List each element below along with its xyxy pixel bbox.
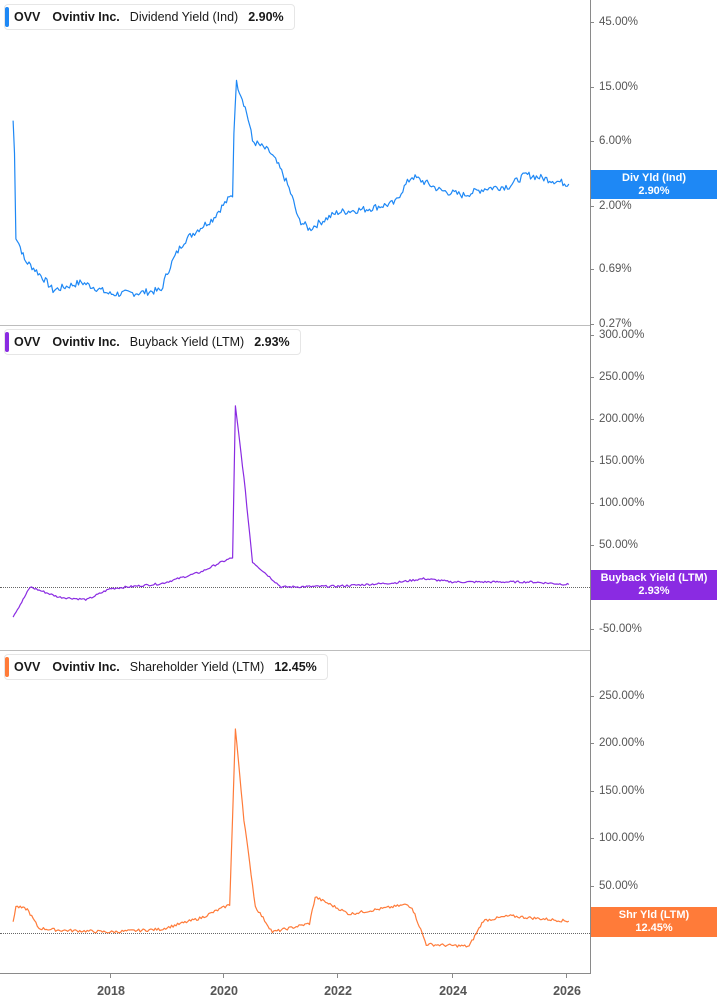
y-tick-label: 100.00% bbox=[599, 832, 645, 844]
series-color-marker bbox=[5, 7, 9, 27]
x-tick-label: 2018 bbox=[97, 984, 125, 998]
shareholder-yield-panel: OVV Ovintiv Inc. Shareholder Yield (LTM)… bbox=[0, 650, 590, 973]
y-tick-label: -50.00% bbox=[599, 623, 642, 635]
badge-value: 2.90% bbox=[638, 185, 670, 197]
buyback-yield-line bbox=[12, 405, 570, 618]
dividend-yield-legend[interactable]: OVV Ovintiv Inc. Dividend Yield (Ind) 2.… bbox=[4, 4, 295, 30]
y-tick-label: 200.00% bbox=[599, 413, 645, 425]
company-label: Ovintiv Inc. bbox=[52, 335, 120, 349]
current-value: 2.93% bbox=[254, 335, 290, 349]
series-color-marker bbox=[5, 657, 9, 677]
buyback-yield-value-badge: Buyback Yield (LTM) 2.93% bbox=[591, 570, 717, 600]
y-tick-label: 150.00% bbox=[599, 455, 645, 467]
y-tick-label: 0.69% bbox=[599, 263, 632, 275]
y-tick-label: 200.00% bbox=[599, 737, 645, 749]
buyback-yield-panel: OVV Ovintiv Inc. Buyback Yield (LTM) 2.9… bbox=[0, 325, 590, 650]
panel-divider-1 bbox=[0, 325, 590, 326]
series-color-marker bbox=[5, 332, 9, 352]
chart-plot-area bbox=[12, 79, 570, 948]
x-tick-label: 2020 bbox=[210, 984, 238, 998]
y-tick-label: 2.00% bbox=[599, 200, 632, 212]
y-tick-label: 50.00% bbox=[599, 539, 639, 551]
company-label: Ovintiv Inc. bbox=[52, 10, 120, 24]
current-value: 2.90% bbox=[248, 10, 284, 24]
y-tick-label: 150.00% bbox=[599, 785, 645, 797]
shareholder-yield-line bbox=[12, 728, 570, 948]
metric-label: Dividend Yield (Ind) bbox=[129, 10, 239, 24]
x-tick-label: 2024 bbox=[439, 984, 467, 998]
badge-label: Div Yld (Ind) bbox=[622, 172, 686, 184]
x-axis-line bbox=[0, 973, 591, 974]
y-tick-label: 250.00% bbox=[599, 371, 645, 383]
y-tick-label: 250.00% bbox=[599, 690, 645, 702]
buyback-yield-legend[interactable]: OVV Ovintiv Inc. Buyback Yield (LTM) 2.9… bbox=[4, 329, 301, 355]
company-label: Ovintiv Inc. bbox=[52, 660, 120, 674]
badge-label: Shr Yld (LTM) bbox=[618, 909, 690, 921]
badge-value: 12.45% bbox=[635, 922, 673, 934]
dividend-yield-panel: OVV Ovintiv Inc. Dividend Yield (Ind) 2.… bbox=[0, 0, 590, 325]
x-tick-label: 2026 bbox=[553, 984, 581, 998]
dividend-yield-value-badge: Div Yld (Ind) 2.90% bbox=[591, 170, 717, 199]
y-tick-label: 15.00% bbox=[599, 81, 639, 93]
y-tick-label: 300.00% bbox=[599, 329, 645, 341]
y-tick-label: 50.00% bbox=[599, 880, 639, 892]
ticker-label: OVV bbox=[14, 335, 41, 349]
badge-value: 2.93% bbox=[638, 585, 670, 597]
shareholder-zero-line bbox=[0, 933, 590, 934]
ticker-label: OVV bbox=[14, 10, 41, 24]
y-tick-label: 6.00% bbox=[599, 135, 632, 147]
metric-label: Shareholder Yield (LTM) bbox=[129, 660, 265, 674]
y-tick-label: 100.00% bbox=[599, 497, 645, 509]
y-tick-label: 45.00% bbox=[599, 16, 639, 28]
panel-divider-2 bbox=[0, 650, 590, 651]
metric-label: Buyback Yield (LTM) bbox=[129, 335, 245, 349]
shareholder-yield-value-badge: Shr Yld (LTM) 12.45% bbox=[591, 907, 717, 937]
y-tick-label: 0.27% bbox=[599, 318, 632, 330]
y-axis-line bbox=[590, 0, 591, 973]
dividend-yield-line bbox=[12, 79, 570, 297]
shareholder-yield-legend[interactable]: OVV Ovintiv Inc. Shareholder Yield (LTM)… bbox=[4, 654, 328, 680]
x-tick-label: 2022 bbox=[324, 984, 352, 998]
ticker-label: OVV bbox=[14, 660, 41, 674]
badge-label: Buyback Yield (LTM) bbox=[600, 572, 708, 584]
current-value: 12.45% bbox=[274, 660, 317, 674]
